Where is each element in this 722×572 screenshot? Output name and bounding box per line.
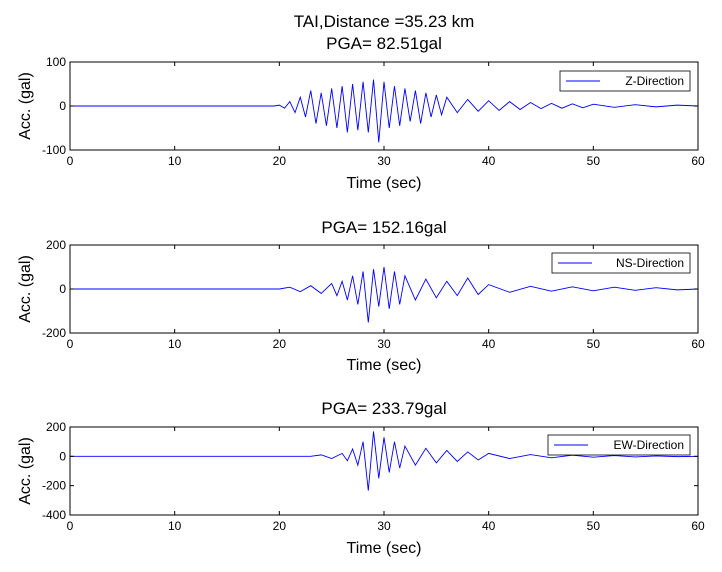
panel-ew-xtick-label-30: 30 (377, 519, 391, 533)
panel-ew-yticks: -400 -200 0 200 (42, 420, 698, 522)
panel-ns-xtick-label-0: 0 (67, 337, 74, 351)
panel-z-title-line-1: TAI,Distance =35.23 km (294, 12, 475, 31)
panel-ns-ylabel: Acc. (gal) (17, 255, 34, 323)
panel-z-xtick-label-10: 10 (168, 154, 182, 168)
panel-ew-ytick-label--200: -200 (42, 479, 66, 493)
panel-ew-xticks: 0 10 20 30 40 50 60 (67, 427, 705, 533)
panel-ns-ytick-label--200: -200 (42, 326, 66, 340)
panel-ns-trace-0 (70, 266, 699, 323)
panel-ns-xtick-label-60: 60 (691, 337, 705, 351)
panel-z-title-line-2: PGA= 82.51gal (326, 34, 442, 53)
panel-ns-xtick-label-50: 50 (587, 337, 601, 351)
panel-ns-ytick-label-200: 200 (46, 238, 66, 252)
panel-ew-xtick-label-50: 50 (587, 519, 601, 533)
panel-ew-ylabel: Acc. (gal) (17, 437, 34, 505)
panel-ew-legend-label: EW-Direction (614, 438, 684, 452)
panel-ns-xtick-label-40: 40 (482, 337, 496, 351)
panel-ns-xticks: 0 10 20 30 40 50 60 (67, 245, 705, 351)
panel-ew-xtick-label-10: 10 (168, 519, 182, 533)
panel-ew-trace-group (70, 431, 699, 491)
panel-z: TAI,Distance =35.23 km PGA= 82.51gal 0 10… (17, 12, 705, 192)
panel-z-trace-group (70, 79, 699, 143)
panel-z-xtick-label-30: 30 (377, 154, 391, 168)
panel-ew-legend: EW-Direction (547, 434, 691, 456)
panel-ew-ytick-label-0: 0 (59, 449, 66, 463)
panel-ns-title: PGA= 152.16gal (321, 218, 446, 237)
panel-z-legend-label: Z-Direction (625, 74, 684, 88)
panel-ew-xtick-label-40: 40 (482, 519, 496, 533)
panel-ew-xtick-label-60: 60 (691, 519, 705, 533)
panel-ew: PGA= 233.79gal 0 10 20 30 40 50 60 -400 -200 0 20… (17, 399, 705, 557)
panel-z-ytick-label-0: 0 (59, 99, 66, 113)
panel-ew-ytick-label-200: 200 (46, 420, 66, 434)
panel-z-ylabel: Acc. (gal) (17, 72, 34, 140)
panel-ew-xtick-label-20: 20 (273, 519, 287, 533)
panel-z-legend: Z-Direction (559, 70, 691, 92)
panel-z-legend-box (559, 70, 691, 92)
panel-ns-legend-label: NS-Direction (616, 256, 684, 270)
panel-z-xtick-label-50: 50 (587, 154, 601, 168)
panel-ew-trace-0 (70, 431, 699, 491)
panel-ew-xtick-label-0: 0 (67, 519, 74, 533)
panel-ns-xlabel: Time (sec) (347, 357, 422, 374)
panel-z-xlabel: Time (sec) (347, 175, 422, 192)
panel-ns-xtick-label-20: 20 (273, 337, 287, 351)
panel-ns-ytick-label-0: 0 (59, 282, 66, 296)
panel-z-yticks: -100 0 100 (42, 55, 698, 157)
panel-ns-xtick-label-10: 10 (168, 337, 182, 351)
panel-z-xtick-label-60: 60 (691, 154, 705, 168)
panel-z-xticks: 0 10 20 30 40 50 60 (67, 62, 705, 168)
panel-ns-trace-group (70, 266, 699, 323)
panel-ns-legend-box (551, 252, 691, 274)
panel-ew-title: PGA= 233.79gal (321, 399, 446, 418)
panel-ns-yticks: -200 0 200 (42, 238, 698, 340)
panel-ns-legend: NS-Direction (551, 252, 691, 274)
panel-ew-ytick-label--400: -400 (42, 508, 66, 522)
panel-z-ytick-label-100: 100 (46, 55, 66, 69)
panel-ew-xlabel: Time (sec) (347, 540, 422, 557)
panel-z-trace-0 (70, 79, 699, 143)
panel-z-xtick-label-0: 0 (67, 154, 74, 168)
panel-ew-legend-box (547, 434, 691, 456)
panel-z-xtick-label-20: 20 (273, 154, 287, 168)
panel-z-xtick-label-40: 40 (482, 154, 496, 168)
panel-z-ytick-label--100: -100 (42, 143, 66, 157)
panel-ns-xtick-label-30: 30 (377, 337, 391, 351)
